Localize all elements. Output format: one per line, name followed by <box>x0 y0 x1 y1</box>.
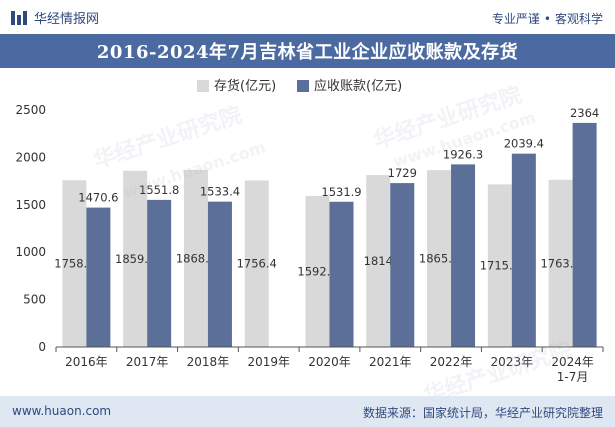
bar-receivables <box>86 207 111 347</box>
legend: 存货(亿元) 应收账款(亿元) <box>197 78 402 94</box>
data-label-inventory: 1715.7 <box>480 259 520 273</box>
data-label-inventory: 1758.5 <box>54 257 94 271</box>
data-label-inventory: 1592.4 <box>297 265 337 279</box>
legend-swatch <box>297 80 309 92</box>
tagline-right: 客观科学 <box>554 12 603 26</box>
bar-receivables <box>451 164 476 347</box>
data-label-receivables: 1926.3 <box>443 147 483 161</box>
footer-source: 数据来源：国家统计局，华经产业研究院整理 <box>362 406 603 420</box>
legend-label: 应收账款(亿元) <box>314 78 402 94</box>
y-tick-label: 2000 <box>15 150 46 164</box>
x-tick-label: 2020年 <box>308 355 351 369</box>
data-label-inventory: 1763.5 <box>540 256 580 270</box>
footer-url-link[interactable]: www.huaon.com <box>12 404 112 418</box>
x-tick-label: 2018年 <box>187 355 230 369</box>
bar-inventory <box>427 170 452 347</box>
brand-logo-icon <box>11 10 27 25</box>
bar-receivables <box>511 153 536 347</box>
x-tick-label: 2017年 <box>126 355 169 369</box>
bar-chart: 存货(亿元) 应收账款(亿元) 0 500 1000 1500 2000 2500 1758.5… <box>15 78 604 384</box>
bar-inventory <box>62 180 87 347</box>
bar-receivables <box>572 122 597 348</box>
data-label-inventory: 1756.4 <box>237 257 277 271</box>
data-label-inventory: 1859.1 <box>115 252 155 266</box>
tagline: 专业严谨 • 客观科学 <box>492 10 603 27</box>
chart-title: 2016-2024年7月吉林省工业企业应收账款及存货 <box>96 42 519 63</box>
bar-receivables <box>207 201 232 347</box>
data-label-receivables: 2039.4 <box>504 137 544 151</box>
brand-name: 华经情报网 <box>34 12 100 27</box>
x-tick-label: 2019年 <box>247 355 290 369</box>
x-tick-label: 2022年 <box>430 355 473 369</box>
bar-receivables <box>390 183 415 347</box>
top-bar: 华经情报网 专业严谨 • 客观科学 <box>0 0 615 34</box>
y-tick-label: 0 <box>38 340 46 354</box>
data-label-receivables: 1533.4 <box>200 185 240 199</box>
data-label-inventory: 1865.9 <box>419 252 459 266</box>
legend-item: 存货(亿元) <box>197 78 276 94</box>
data-label-receivables: 1729 <box>388 166 417 180</box>
x-tick-label: 2021年 <box>369 355 412 369</box>
y-tick-label: 1000 <box>15 245 46 259</box>
data-label-receivables: 1531.9 <box>321 185 361 199</box>
bar-receivables <box>329 201 354 347</box>
x-tick-label: 1-7月 <box>557 370 589 384</box>
bar-inventory <box>183 169 208 347</box>
bar-receivables <box>147 199 172 347</box>
legend-swatch <box>197 80 209 92</box>
title-bar: 2016-2024年7月吉林省工业企业应收账款及存货 <box>0 34 615 68</box>
bar-inventory <box>244 180 269 347</box>
chart-area: 存货(亿元) 应收账款(亿元) 0 500 1000 1500 2000 2500 1758.5… <box>0 68 615 395</box>
bar-inventory <box>487 184 512 347</box>
legend-label: 存货(亿元) <box>214 78 276 94</box>
bar-inventory <box>548 179 573 347</box>
bar-inventory <box>305 196 330 347</box>
legend-item: 应收账款(亿元) <box>297 78 402 94</box>
bar-inventory <box>366 175 391 347</box>
brand[interactable]: 华经情报网 <box>10 8 99 27</box>
bar-inventory <box>123 170 148 347</box>
data-label-receivables: 1551.8 <box>139 183 179 197</box>
footer: www.huaon.com 数据来源：国家统计局，华经产业研究院整理 <box>0 396 615 427</box>
y-tick-label: 2500 <box>15 103 46 117</box>
x-tick-label: 2016年 <box>65 355 108 369</box>
data-label-receivables: 1470.6 <box>78 191 118 205</box>
data-label-inventory: 1814 <box>364 254 393 268</box>
y-tick-label: 1500 <box>15 198 46 212</box>
y-tick-label: 500 <box>23 293 46 307</box>
data-label-inventory: 1868.9 <box>176 251 216 265</box>
tagline-left: 专业严谨 <box>491 12 540 26</box>
x-tick-label: 2023年 <box>491 355 534 369</box>
tagline-separator: • <box>543 12 551 26</box>
x-tick-label: 2024年 <box>551 355 594 369</box>
data-label-receivables: 2364 <box>570 106 599 120</box>
